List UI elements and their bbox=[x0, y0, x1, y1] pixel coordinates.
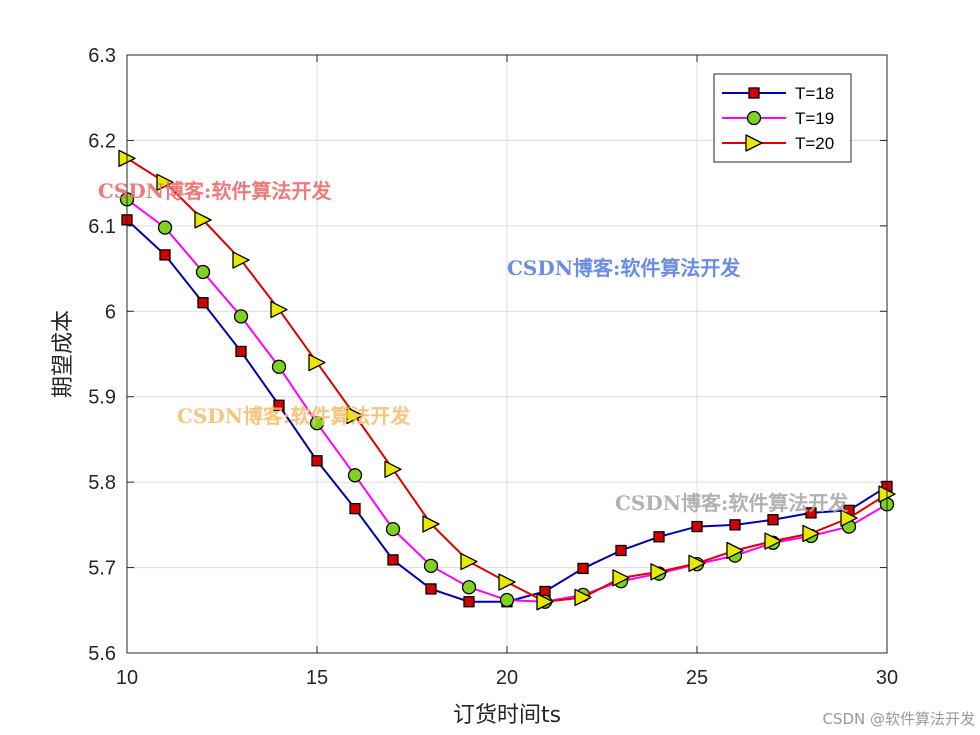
data-point bbox=[233, 309, 249, 324]
y-tick-label: 5.7 bbox=[88, 558, 116, 580]
data-point bbox=[197, 297, 209, 309]
data-point bbox=[764, 532, 782, 550]
watermark-2: CSDN博客:软件算法开发 bbox=[507, 256, 741, 280]
data-point bbox=[767, 514, 779, 526]
data-point bbox=[271, 359, 287, 374]
legend-marker bbox=[745, 134, 763, 152]
x-axis-title: 订货时间ts bbox=[453, 703, 561, 728]
data-point bbox=[159, 249, 171, 261]
y-tick-label: 6.1 bbox=[88, 216, 116, 238]
data-point bbox=[840, 509, 858, 527]
legend: T=18 T=19 T=20 bbox=[713, 73, 852, 163]
watermark-4: CSDN博客:软件算法开发 bbox=[615, 491, 849, 515]
watermark-1: CSDN博客:软件算法开发 bbox=[98, 179, 332, 203]
data-point bbox=[577, 562, 589, 575]
data-point bbox=[498, 573, 516, 591]
data-point bbox=[726, 541, 744, 560]
data-point bbox=[157, 220, 173, 235]
data-point bbox=[273, 399, 285, 411]
data-point bbox=[460, 552, 478, 571]
data-point bbox=[463, 596, 475, 608]
data-point bbox=[425, 583, 437, 595]
data-point bbox=[536, 593, 554, 611]
data-point bbox=[270, 300, 288, 319]
data-point bbox=[802, 524, 820, 543]
data-point bbox=[729, 519, 741, 531]
x-tick-label: 10 bbox=[116, 667, 138, 689]
y-tick-label: 5.8 bbox=[88, 472, 116, 494]
data-point bbox=[311, 455, 323, 467]
x-tick-label: 20 bbox=[496, 667, 518, 689]
data-point bbox=[461, 580, 477, 595]
data-point bbox=[423, 558, 439, 574]
data-point bbox=[347, 468, 363, 483]
footer-watermark: CSDN @软件算法开发 bbox=[822, 710, 975, 728]
legend-label: T=20 bbox=[795, 134, 834, 153]
data-point bbox=[232, 251, 250, 269]
data-point bbox=[385, 521, 401, 537]
y-axis-title: 期望成本 bbox=[51, 310, 76, 398]
data-point bbox=[691, 520, 703, 533]
x-tick-label: 30 bbox=[876, 667, 898, 689]
grid-lines bbox=[127, 55, 887, 653]
y-tick-label: 5.9 bbox=[88, 387, 116, 409]
data-point bbox=[349, 502, 361, 515]
data-point bbox=[650, 563, 668, 581]
y-tick-label: 6.3 bbox=[88, 45, 116, 67]
data-point bbox=[615, 544, 627, 557]
y-tick-label: 6.2 bbox=[88, 130, 116, 152]
legend-label: T=18 bbox=[795, 84, 834, 103]
data-point bbox=[422, 515, 440, 533]
data-point bbox=[384, 460, 402, 478]
data-point bbox=[309, 416, 325, 431]
legend-marker bbox=[748, 87, 760, 99]
x-tick-label: 25 bbox=[686, 667, 708, 689]
axis-ticks: 10 15 20 25 30 5.6 5.7 5.8 5.9 6 6.1 6.2 6.3 bbox=[88, 45, 898, 689]
y-tick-label: 6 bbox=[105, 301, 116, 323]
data-point bbox=[387, 554, 399, 566]
y-tick-label: 5.6 bbox=[88, 643, 116, 665]
legend-marker bbox=[746, 110, 762, 126]
data-point bbox=[195, 264, 211, 280]
data-point bbox=[688, 554, 706, 572]
x-tick-label: 15 bbox=[306, 667, 328, 689]
data-point bbox=[235, 345, 247, 358]
data-point bbox=[805, 507, 817, 519]
series-layer bbox=[118, 149, 896, 611]
data-point bbox=[574, 588, 592, 607]
data-point bbox=[346, 406, 364, 425]
watermark-3: CSDN博客:软件算法开发 bbox=[177, 404, 411, 428]
data-point bbox=[194, 211, 212, 229]
series-3 bbox=[118, 149, 896, 611]
legend-label: T=19 bbox=[795, 109, 834, 128]
data-point bbox=[308, 353, 326, 372]
data-point bbox=[653, 531, 665, 543]
data-point bbox=[612, 569, 630, 587]
data-point bbox=[156, 173, 174, 191]
data-point bbox=[499, 592, 515, 608]
